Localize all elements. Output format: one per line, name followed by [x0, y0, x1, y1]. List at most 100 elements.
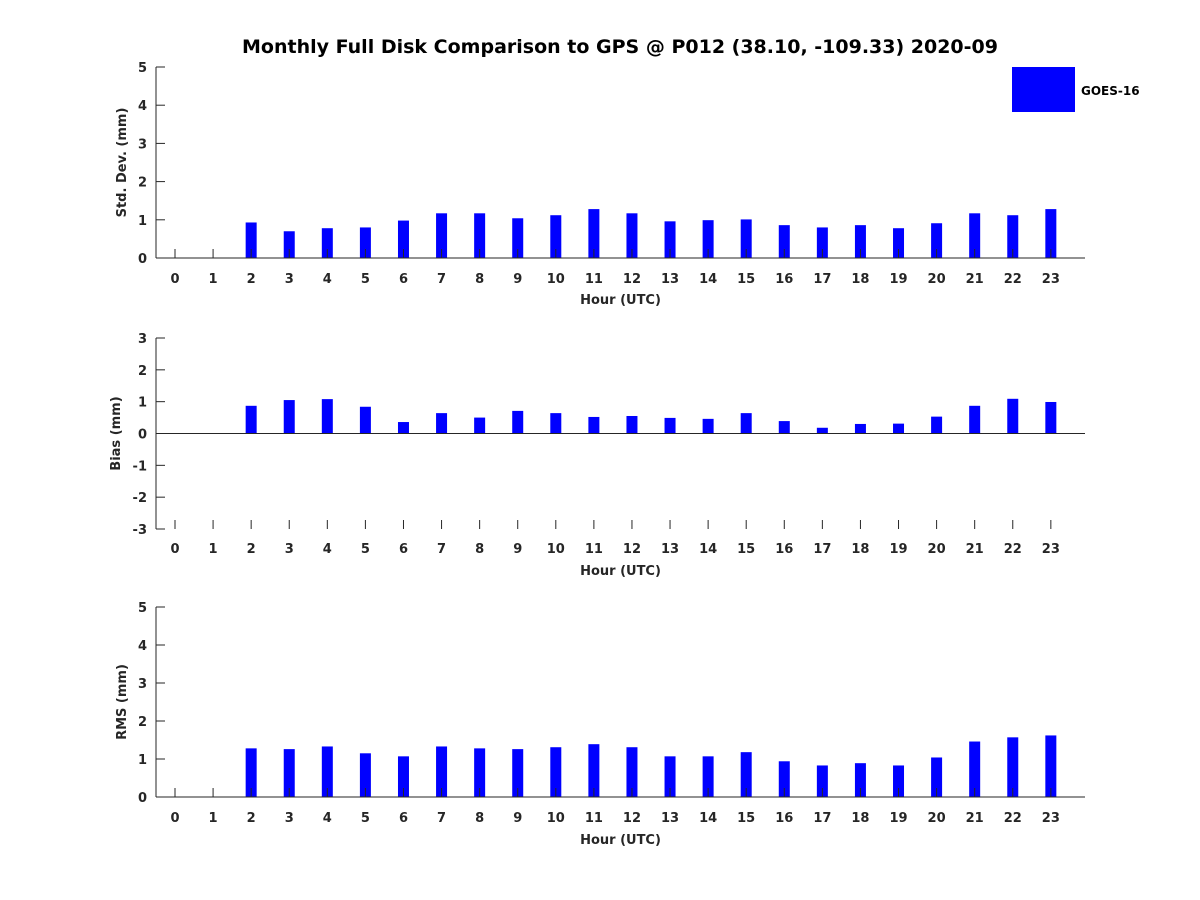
x-tick-label: 17	[813, 542, 831, 557]
x-tick-label: 19	[889, 811, 907, 826]
bar-hour-23	[1045, 401, 1057, 434]
chart-title: Monthly Full Disk Comparison to GPS @ P0…	[242, 36, 998, 58]
y-tick-label: 3	[138, 332, 147, 347]
bar-hour-7	[436, 213, 448, 258]
x-tick-label: 1	[209, 542, 218, 557]
bar-hour-19	[893, 423, 905, 434]
bar-hour-18	[854, 763, 866, 797]
y-tick-label: 0	[138, 252, 147, 267]
x-tick-label: 16	[775, 811, 793, 826]
bar-hour-2	[245, 222, 257, 258]
bar-hour-9	[512, 218, 524, 258]
legend-swatch	[1012, 67, 1075, 112]
y-tick-label: 0	[138, 428, 147, 443]
bar-hour-18	[854, 225, 866, 258]
x-tick-label: 16	[775, 272, 793, 287]
x-tick-label: 7	[437, 272, 446, 287]
y-tick-label: 1	[138, 214, 147, 229]
bar-hour-13	[664, 756, 676, 797]
x-tick-label: 23	[1042, 272, 1060, 287]
bar-hour-15	[740, 752, 752, 797]
y-tick-label: 4	[138, 99, 147, 114]
x-tick-label: 1	[209, 811, 218, 826]
bar-hour-19	[893, 228, 905, 258]
bar-hour-12	[626, 213, 638, 258]
bar-hour-6	[397, 220, 409, 258]
x-tick-label: 9	[513, 272, 522, 287]
x-axis-label: Hour (UTC)	[580, 293, 661, 308]
bar-hour-17	[816, 765, 828, 797]
x-tick-label: 13	[661, 811, 679, 826]
x-tick-label: 22	[1004, 272, 1022, 287]
x-tick-label: 12	[623, 811, 641, 826]
x-tick-label: 20	[928, 542, 946, 557]
x-tick-label: 18	[851, 272, 869, 287]
x-tick-label: 23	[1042, 811, 1060, 826]
x-tick-label: 15	[737, 542, 755, 557]
bar-hour-21	[969, 405, 981, 434]
bar-hour-23	[1045, 735, 1057, 797]
bar-hour-11	[588, 416, 600, 434]
x-tick-label: 7	[437, 542, 446, 557]
x-tick-label: 14	[699, 542, 717, 557]
x-tick-label: 14	[699, 811, 717, 826]
x-tick-label: 7	[437, 811, 446, 826]
bar-hour-12	[626, 747, 638, 797]
bar-hour-14	[702, 418, 714, 434]
x-tick-label: 5	[361, 811, 370, 826]
bar-hour-22	[1007, 215, 1019, 258]
bar-hour-8	[474, 213, 486, 258]
y-tick-label: 5	[138, 61, 147, 76]
bar-hour-17	[816, 227, 828, 258]
rms-panel: 0 1 2 3 4 5 6 7 8 9 10 11 12 13 14 15 16 17 18 19 20 21 22 2301…	[115, 601, 1085, 848]
bias-panel: 0 1 2 3 4 5 6 7 8 9 10 11 12 13 14 15 16 17 18 19 20 21 22 23-3…	[109, 332, 1085, 579]
bar-hour-20	[931, 223, 943, 258]
x-tick-label: 6	[399, 272, 408, 287]
bar-hour-13	[664, 417, 676, 434]
x-tick-label: 15	[737, 811, 755, 826]
bar-hour-4	[321, 746, 333, 797]
x-tick-label: 3	[285, 542, 294, 557]
x-tick-label: 18	[851, 811, 869, 826]
x-tick-label: 12	[623, 272, 641, 287]
x-tick-label: 4	[323, 542, 332, 557]
bar-hour-3	[283, 400, 295, 434]
bar-hour-7	[436, 746, 448, 797]
x-tick-label: 21	[966, 811, 984, 826]
bar-hour-5	[359, 753, 371, 797]
x-tick-label: 22	[1004, 542, 1022, 557]
x-tick-label: 19	[889, 542, 907, 557]
x-tick-label: 0	[170, 811, 179, 826]
x-tick-label: 2	[247, 542, 256, 557]
legend: GOES-16	[1012, 67, 1140, 112]
bar-hour-11	[588, 209, 600, 258]
bar-hour-8	[474, 417, 486, 434]
x-tick-label: 17	[813, 811, 831, 826]
bar-hour-8	[474, 748, 486, 797]
x-tick-label: 22	[1004, 811, 1022, 826]
bar-hour-16	[778, 761, 790, 797]
bar-hour-3	[283, 749, 295, 797]
y-tick-label: 5	[138, 601, 147, 616]
bar-hour-21	[969, 741, 981, 797]
x-tick-label: 8	[475, 811, 484, 826]
x-axis-label: Hour (UTC)	[580, 833, 661, 848]
y-tick-label: 3	[138, 137, 147, 152]
rms-axis-label: RMS (mm)	[115, 664, 130, 740]
bar-hour-4	[321, 399, 333, 434]
std-dev-axis-label: Std. Dev. (mm)	[115, 108, 130, 218]
bar-hour-12	[626, 415, 638, 434]
bar-hour-11	[588, 744, 600, 797]
bar-hour-15	[740, 413, 752, 434]
x-tick-label: 17	[813, 272, 831, 287]
x-tick-label: 21	[966, 542, 984, 557]
bar-hour-16	[778, 225, 790, 258]
x-tick-label: 9	[513, 811, 522, 826]
bar-hour-10	[550, 413, 562, 434]
y-tick-label: 3	[138, 677, 147, 692]
bar-hour-7	[436, 413, 448, 434]
bar-hour-17	[816, 427, 828, 434]
bar-hour-18	[854, 423, 866, 434]
bar-hour-5	[359, 406, 371, 434]
